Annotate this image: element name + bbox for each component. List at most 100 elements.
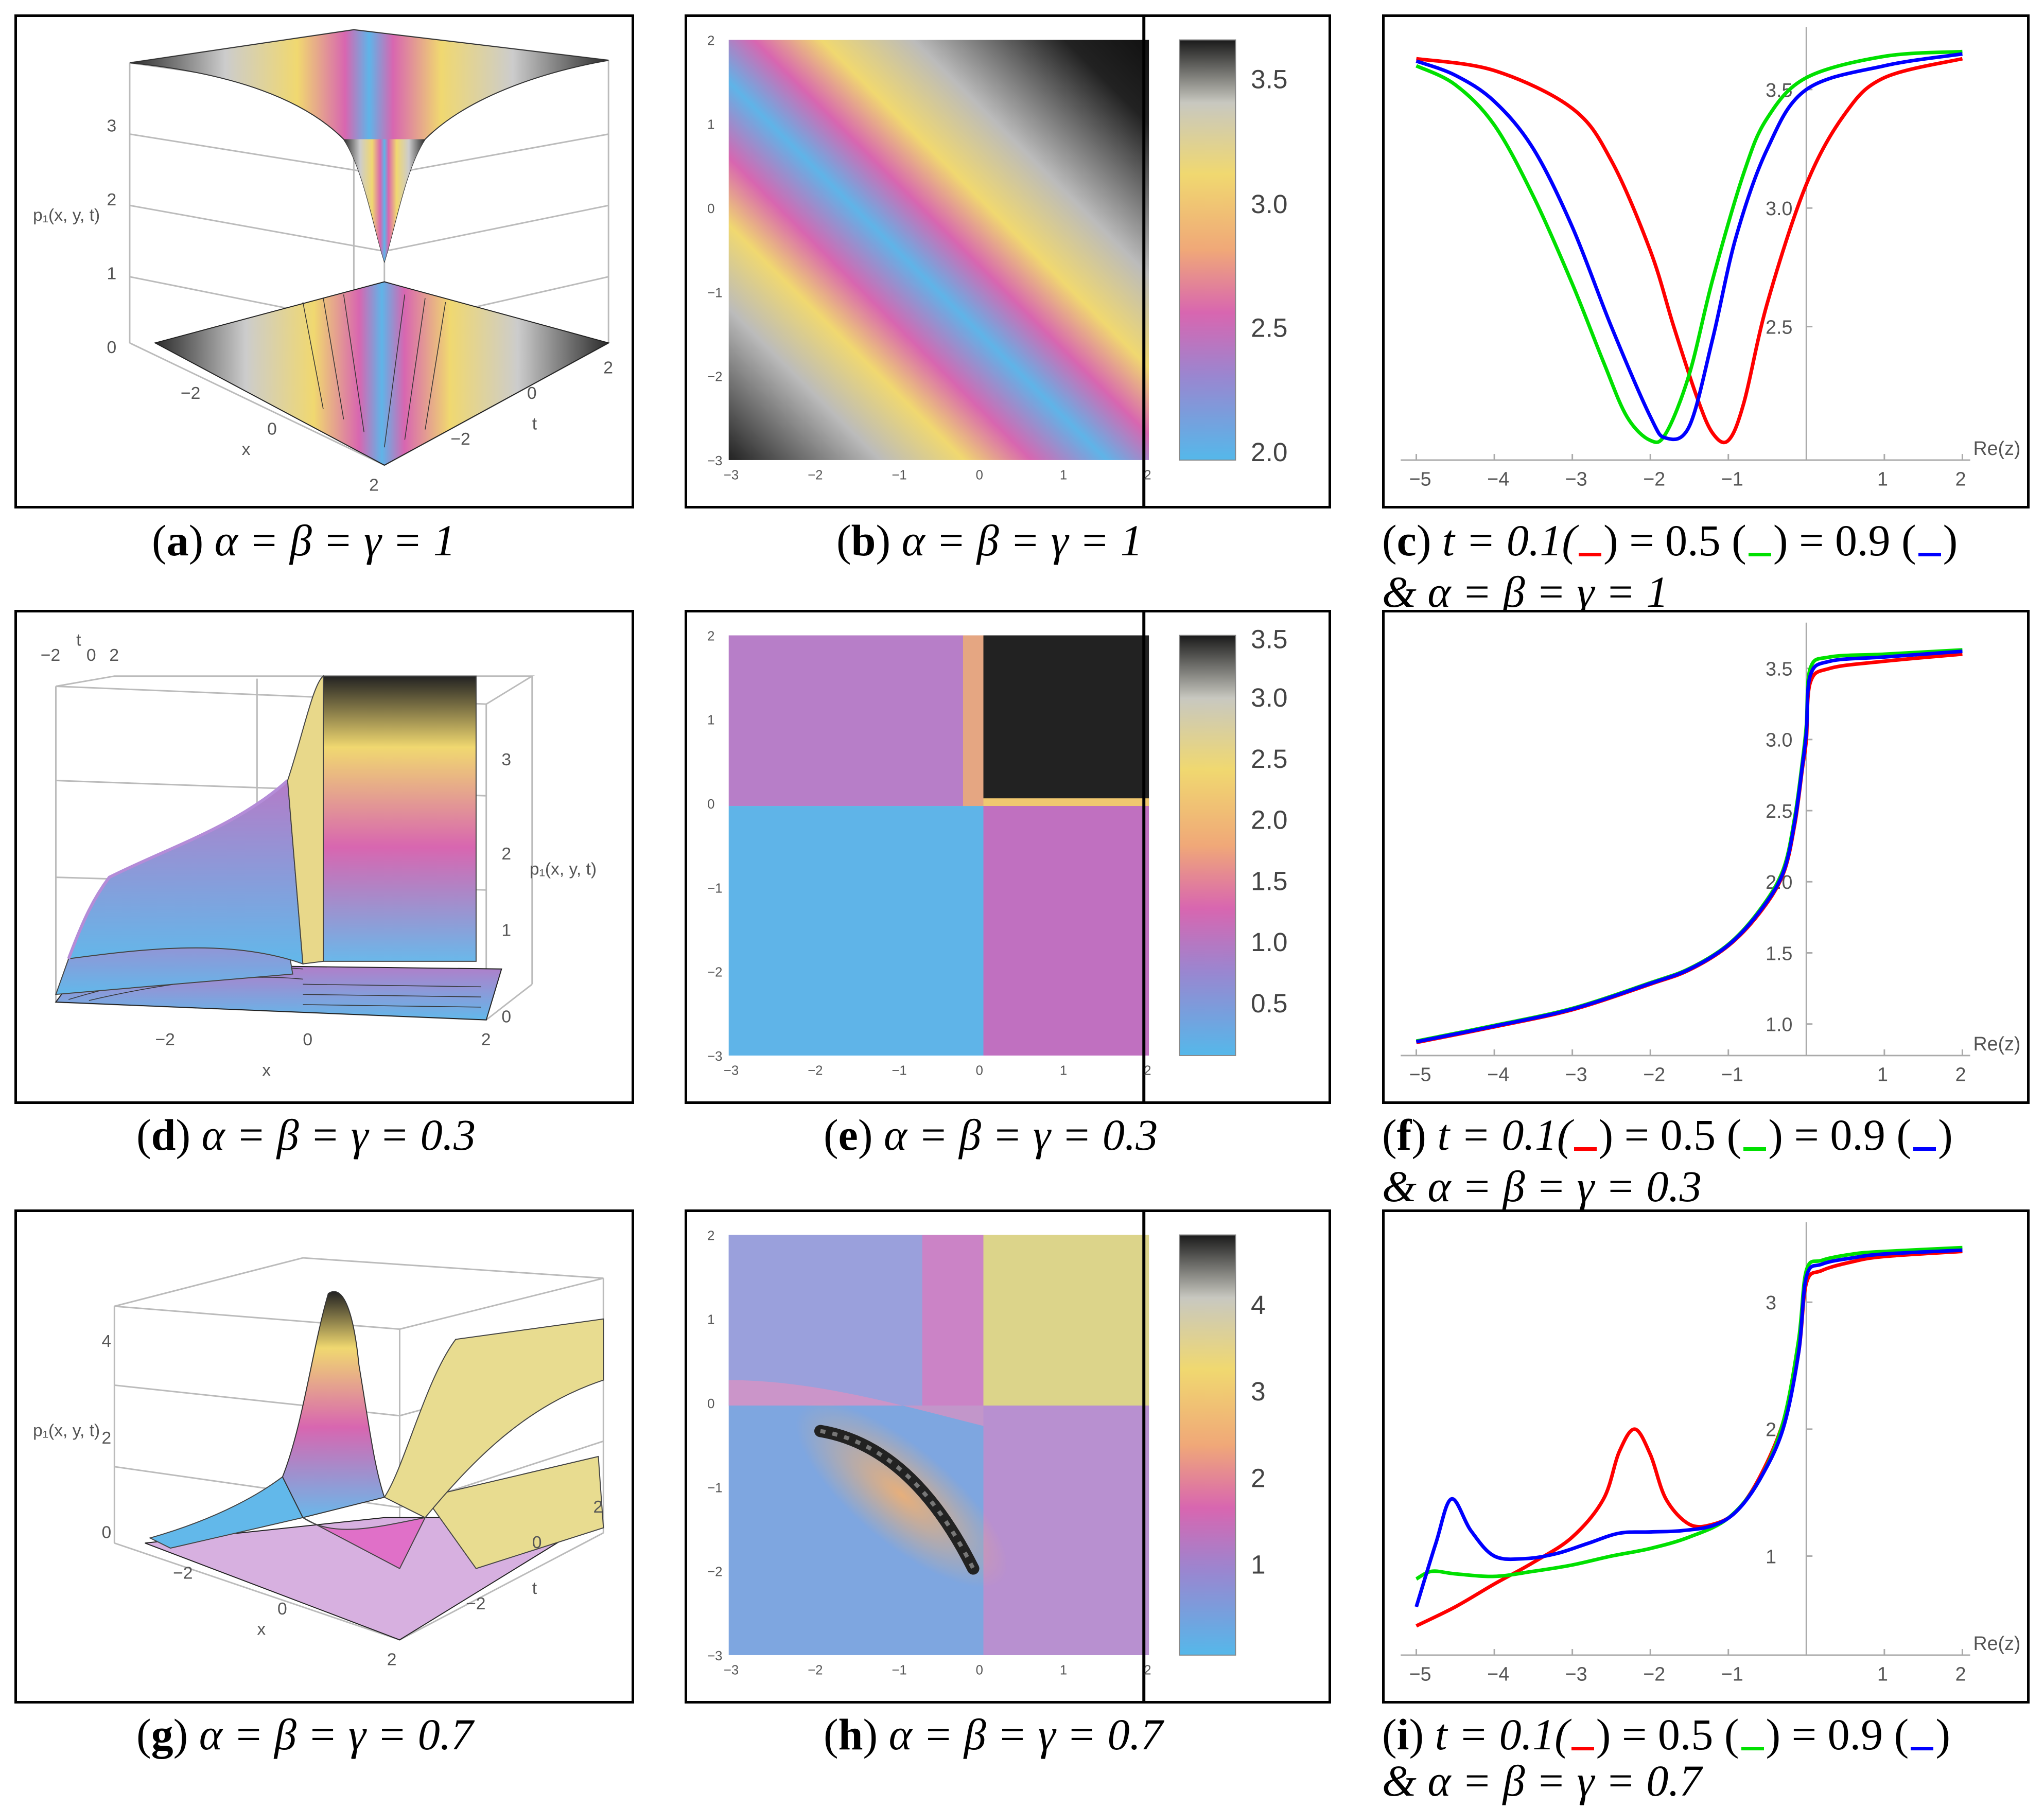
- ytick: −1: [707, 881, 722, 896]
- ytick: 0: [707, 202, 714, 216]
- caption-c-line2: & α = β = γ = 1: [1382, 567, 1669, 617]
- y-tick-label: 1: [1766, 1546, 1776, 1567]
- ytick: −2: [707, 1565, 722, 1579]
- legend-blue: [1911, 1746, 1934, 1750]
- legend-red: [1571, 1746, 1594, 1750]
- ttick: 2: [109, 646, 119, 665]
- y-tick-label: 1.5: [1766, 942, 1792, 964]
- x-tick-label: −1: [1721, 1063, 1743, 1085]
- caption-h: (h) α = β = γ = 0.7: [824, 1710, 1163, 1759]
- legend-green: [1743, 1147, 1767, 1151]
- xtick: −3: [724, 1663, 739, 1678]
- legend-blue: [1918, 552, 1941, 556]
- line-chart-c: −5 −4 −3 −2 −1 1 22.53.03.5Re(z): [1401, 27, 2020, 489]
- xtick: 0: [277, 1600, 287, 1619]
- cb-tick: 3.0: [1251, 189, 1288, 219]
- colorbar: [1179, 1234, 1236, 1656]
- line-chart-f: −5 −4 −3 −2 −1 1 21.01.52.02.53.03.5Re(z): [1401, 622, 2020, 1085]
- colorbar: [1179, 39, 1236, 461]
- ztick-0: 0: [107, 338, 116, 357]
- panel-a-3d-plot: 3 2 1 0 p₁(x, y, t) −2 0 2 x 2 0 −2 t: [14, 14, 634, 508]
- x-tick-label: 2: [1955, 1063, 1966, 1085]
- series-line: [1416, 57, 1963, 445]
- ytick: 0: [707, 1397, 714, 1411]
- x-tick-label: −1: [1721, 468, 1743, 489]
- y-tick-label: 3: [1766, 1292, 1776, 1313]
- ztick-2: 2: [107, 190, 116, 209]
- cb-tick: 1.5: [1251, 866, 1288, 896]
- xtick: 2: [1144, 468, 1151, 483]
- ytick: −2: [707, 370, 722, 384]
- x-tick-label: 2: [1955, 468, 1966, 489]
- ttick-2: 2: [603, 359, 613, 378]
- ytick: −3: [707, 1049, 722, 1064]
- caption-i: (i) t = 0.1() = 0.5 () = 0.9 (): [1382, 1710, 1950, 1759]
- xtick-0: 0: [267, 419, 277, 438]
- cb-tick: 0.5: [1251, 988, 1288, 1018]
- y-tick-label: 3.0: [1766, 729, 1792, 751]
- caption-b: (b) α = β = γ = 1: [836, 516, 1143, 565]
- xtick: 2: [481, 1030, 491, 1049]
- xtick: 2: [1144, 1663, 1151, 1678]
- zlabel: p₁(x, y, t): [33, 1421, 100, 1440]
- series-line: [1416, 52, 1963, 442]
- xtick: −2: [808, 1663, 823, 1678]
- caption-e: (e) α = β = γ = 0.3: [824, 1110, 1158, 1160]
- ztick-0: 0: [102, 1523, 112, 1542]
- cb-tick: 1.0: [1251, 927, 1288, 957]
- xtick: −1: [892, 468, 906, 483]
- y-tick-label: 2.5: [1766, 800, 1792, 822]
- panel-h-density: 4 3 2 1 −3 −2 −1 0 1 2 2 1 0 −1 −2 −3: [685, 1209, 1331, 1704]
- cb-tick: 3.0: [1251, 682, 1288, 712]
- caption-c: (c) t = 0.1() = 0.5 () = 0.9 (): [1382, 516, 1958, 565]
- panel-f-line: −5 −4 −3 −2 −1 1 2 1.0 1.5 2.0 2.5 3.0 3.5 Re(z): [1382, 610, 2030, 1104]
- ztick-4: 4: [102, 1332, 112, 1351]
- x-tick-label: −3: [1565, 1663, 1587, 1684]
- x-tick-label: −2: [1643, 1663, 1665, 1684]
- caption-i-line2: & α = β = γ = 0.7: [1382, 1756, 1702, 1805]
- legend-blue: [1913, 1147, 1936, 1151]
- cb-tick: 4: [1251, 1290, 1266, 1320]
- xtick: −3: [724, 1064, 739, 1078]
- surface-plot-a: 3 2 1 0 p₁(x, y, t) −2 0 2 x 2 0 −2 t: [33, 29, 613, 495]
- surface-plot-d: t −2 0 2 3 2 1 0 p₁(x, y, t) −2 0 2 x: [41, 630, 597, 1080]
- x-tick-label: 1: [1877, 1063, 1888, 1085]
- cb-tick: 2.5: [1251, 744, 1288, 774]
- ytick: 2: [707, 629, 714, 643]
- xtick-neg2: −2: [181, 384, 200, 403]
- xtick: 1: [1060, 1663, 1067, 1678]
- series-line: [1416, 650, 1963, 1044]
- x-tick-label: −4: [1487, 1663, 1509, 1684]
- xtick: 0: [976, 468, 983, 483]
- panel-b-density: 3.5 3.0 2.5 2.0 −3 −2 −1 0 1 2 2 1 0 −1 −2 −3: [685, 14, 1331, 508]
- cb-tick: 2.0: [1251, 805, 1288, 835]
- xlabel: x: [262, 1061, 271, 1080]
- tlabel: t: [76, 630, 81, 650]
- x-axis-label: Re(z): [1973, 1633, 2021, 1654]
- panel-e-density: 3.5 3.0 2.5 2.0 1.5 1.0 0.5 −3 −2 −1 0 1 2 2 1 0…: [685, 610, 1331, 1104]
- x-tick-label: −5: [1409, 1063, 1431, 1085]
- xlabel: x: [257, 1620, 266, 1639]
- ztick-1: 1: [501, 921, 511, 940]
- ytick: 1: [707, 1313, 714, 1327]
- caption-g: (g) α = β = γ = 0.7: [136, 1710, 474, 1759]
- colorbar: [1179, 635, 1236, 1056]
- tlabel: t: [532, 415, 537, 434]
- panel-d-3d-plot: t −2 0 2 3 2 1 0 p₁(x, y, t) −2 0 2 x: [14, 610, 634, 1104]
- series-line: [1416, 1250, 1963, 1628]
- ztick-2: 2: [501, 845, 511, 864]
- series-line: [1416, 49, 1963, 444]
- x-tick-label: 1: [1877, 468, 1888, 489]
- ttick: 0: [86, 646, 96, 665]
- xtick: −1: [892, 1663, 906, 1678]
- cb-tick: 2: [1251, 1463, 1266, 1493]
- y-tick-label: 3.5: [1766, 658, 1792, 680]
- xtick: −3: [724, 468, 739, 483]
- cb-tick: 2.0: [1251, 437, 1288, 467]
- zlabel: p₁(x, y, t): [530, 860, 597, 879]
- ytick: −3: [707, 1649, 722, 1663]
- x-tick-label: −2: [1643, 468, 1665, 489]
- ytick: −3: [707, 454, 722, 468]
- x-tick-label: 2: [1955, 1663, 1966, 1684]
- x-tick-label: −5: [1409, 1663, 1431, 1684]
